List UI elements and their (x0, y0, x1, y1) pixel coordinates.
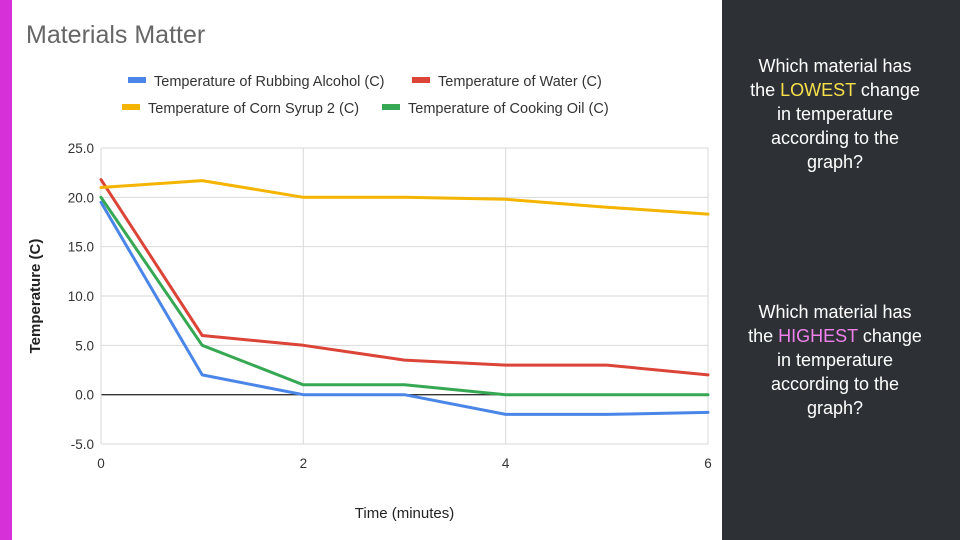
line-chart: Materials Matter Temperature of Rubbing A… (26, 21, 712, 522)
x-tick-label: 6 (704, 456, 712, 471)
question-lowest-highlight: LOWEST (780, 80, 856, 100)
y-tick-label: 15.0 (68, 240, 94, 255)
question-lowest-before: Which material has the (750, 56, 912, 100)
y-axis-title: Temperature (C) (27, 239, 44, 354)
x-tick-label: 2 (300, 456, 308, 471)
y-tick-label: 25.0 (68, 141, 94, 156)
legend-label-1: Temperature of Water (C) (438, 74, 602, 90)
question-highest-highlight: HIGHEST (778, 326, 858, 346)
chart-panel: Materials Matter Temperature of Rubbing A… (12, 0, 722, 540)
series-line-3 (99, 195, 710, 397)
y-tick-label: 0.0 (75, 388, 94, 403)
y-tick-label: 20.0 (68, 190, 94, 205)
question-panel: Which material has the LOWEST change in … (722, 0, 960, 540)
question-highest: Which material has the HIGHEST change in… (744, 300, 926, 420)
chart-title: Materials Matter (26, 21, 205, 49)
accent-bar (0, 0, 12, 540)
y-tick-label: -5.0 (71, 437, 94, 452)
y-tick-label: 10.0 (68, 289, 94, 304)
legend-label-0: Temperature of Rubbing Alcohol (C) (154, 74, 385, 90)
legend-swatch-3 (382, 104, 400, 110)
legend-swatch-0 (128, 77, 146, 83)
question-lowest-after: change in temperature according to the g… (770, 80, 920, 172)
x-axis-title: Time (minutes) (355, 505, 454, 522)
question-highest-after: change in temperature according to the g… (770, 326, 922, 418)
legend-label-3: Temperature of Cooking Oil (C) (408, 101, 609, 117)
legend-label-2: Temperature of Corn Syrup 2 (C) (148, 101, 359, 117)
series-line-1 (99, 178, 710, 377)
series-line-0 (99, 200, 710, 416)
legend-swatch-1 (412, 77, 430, 83)
x-tick-label: 4 (502, 456, 510, 471)
question-lowest: Which material has the LOWEST change in … (744, 54, 926, 174)
series-line-2 (99, 179, 710, 216)
question-highest-before: Which material has the (748, 302, 912, 346)
y-tick-label: 5.0 (75, 338, 94, 353)
x-tick-label: 0 (97, 456, 105, 471)
legend-swatch-2 (122, 104, 140, 110)
